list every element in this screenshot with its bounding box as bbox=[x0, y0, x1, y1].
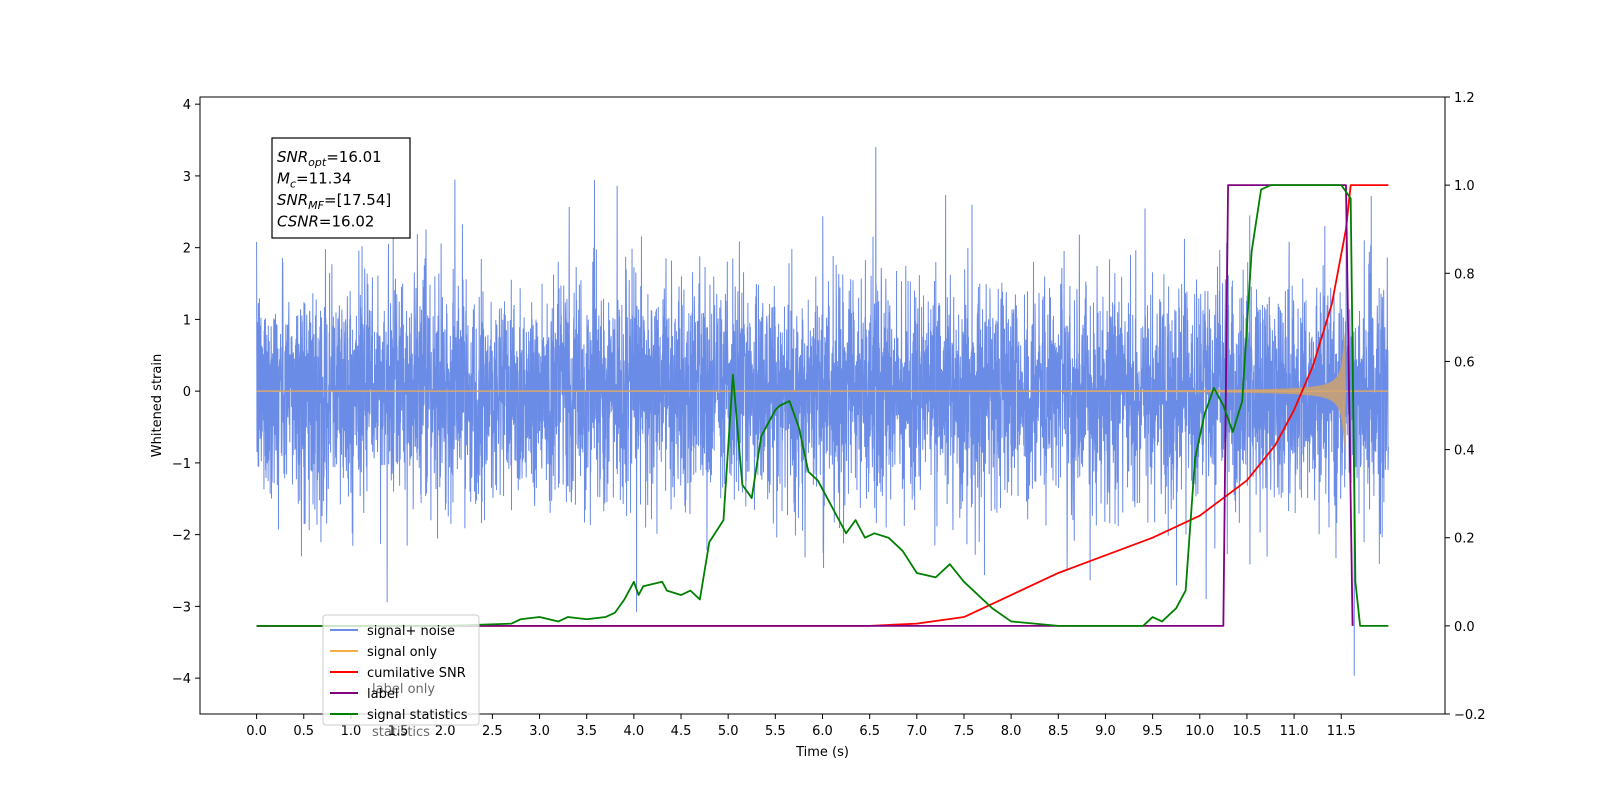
annotation-line: SNRMF=[17.54] bbox=[277, 191, 391, 212]
y-axis-right: 1.2 1.0 0.8 0.6 0.4 0.2 0.0 −0.2 bbox=[1445, 91, 1486, 723]
x-tick-label: 1.5 bbox=[388, 724, 409, 739]
x-tick-label: 8.0 bbox=[1001, 724, 1022, 739]
y2-tick-label: 0.6 bbox=[1454, 355, 1475, 370]
legend-label: label bbox=[367, 687, 398, 702]
legend-ghost-text: label only bbox=[372, 682, 435, 697]
x-tick-label: 11.5 bbox=[1327, 724, 1356, 739]
x-tick-label: 6.0 bbox=[812, 724, 833, 739]
legend-label: signal statistics bbox=[367, 708, 468, 723]
y2-tick-label: 0.2 bbox=[1454, 532, 1475, 547]
annotation-value: =[17.54] bbox=[324, 191, 391, 209]
annotation-subscript: MF bbox=[308, 199, 324, 212]
x-tick-label: 6.5 bbox=[859, 724, 880, 739]
x-tick-label: 10.0 bbox=[1185, 724, 1214, 739]
annotation-symbol: CSNR bbox=[277, 213, 319, 231]
x-tick-label: 2.5 bbox=[482, 724, 503, 739]
y-axis-title: Whitened strain bbox=[150, 354, 165, 457]
legend: label only statistics signal+ noise signal … bbox=[322, 614, 480, 740]
x-tick-label: 11.0 bbox=[1280, 724, 1309, 739]
y2-tick-label: 0.8 bbox=[1454, 267, 1475, 282]
x-axis-title: Time (s) bbox=[795, 745, 849, 760]
x-tick-label: 9.0 bbox=[1095, 724, 1116, 739]
y-tick-label: −1 bbox=[172, 457, 191, 472]
y-tick-label: −2 bbox=[172, 529, 191, 544]
annotation-value: =16.02 bbox=[319, 213, 375, 231]
series-label bbox=[256, 184, 1354, 627]
annotation-symbol: SNR bbox=[277, 148, 308, 166]
x-tick-label: 5.5 bbox=[765, 724, 786, 739]
legend-ghost-text: statistics bbox=[372, 725, 430, 740]
annotation-value: =11.34 bbox=[296, 170, 352, 188]
x-tick-label: 1.0 bbox=[341, 724, 362, 739]
x-tick-label: 4.5 bbox=[671, 724, 692, 739]
x-tick-label: 5.0 bbox=[718, 724, 739, 739]
x-tick-label: 2.0 bbox=[435, 724, 456, 739]
y-tick-label: 1 bbox=[183, 313, 191, 328]
annotation-box-border bbox=[271, 137, 411, 239]
annotation-line: Mc=11.34 bbox=[277, 170, 352, 191]
y2-tick-label: 0.0 bbox=[1454, 620, 1475, 635]
legend-label: signal+ noise bbox=[367, 624, 455, 639]
x-tick-label: 8.5 bbox=[1048, 724, 1069, 739]
x-tick-label: 3.5 bbox=[576, 724, 597, 739]
y-tick-label: 2 bbox=[183, 242, 191, 257]
series-signal-statistics bbox=[256, 184, 1389, 627]
y-tick-label: −4 bbox=[172, 672, 191, 687]
x-tick-label: 9.5 bbox=[1142, 724, 1163, 739]
legend-label: cumilative SNR bbox=[367, 666, 466, 681]
annotation-subscript: c bbox=[290, 178, 296, 191]
legend-label: signal only bbox=[367, 645, 437, 660]
snr-annotation-box: SNRopt=16.01Mc=11.34SNRMF=[17.54]CSNR=16… bbox=[271, 137, 411, 239]
y-tick-label: −3 bbox=[172, 600, 191, 615]
x-tick-label: 0.0 bbox=[246, 724, 267, 739]
y2-tick-label: 1.2 bbox=[1454, 91, 1475, 106]
annotation-symbol: SNR bbox=[277, 191, 308, 209]
y2-tick-label: 1.0 bbox=[1454, 179, 1475, 194]
plot-area bbox=[256, 146, 1389, 676]
series-cumilative-snr bbox=[256, 184, 1389, 627]
series-signal-plus-noise bbox=[256, 146, 1389, 676]
x-tick-label: 3.0 bbox=[529, 724, 550, 739]
y-tick-label: 4 bbox=[183, 98, 191, 113]
annotation-line: CSNR=16.02 bbox=[277, 213, 374, 231]
x-tick-label: 7.5 bbox=[954, 724, 975, 739]
annotation-subscript: opt bbox=[308, 156, 327, 169]
y-tick-label: 0 bbox=[183, 385, 191, 400]
annotation-line: SNRopt=16.01 bbox=[277, 148, 382, 169]
x-axis: 0.0 0.5 1.0 1.5 2.0 2.5 3.0 3.5 4.0 4.5 5.0 5.5 6.0 6… bbox=[246, 714, 1356, 739]
y-tick-label: 3 bbox=[183, 170, 191, 185]
y2-tick-label: 0.4 bbox=[1454, 444, 1475, 459]
y2-tick-label: −0.2 bbox=[1454, 708, 1486, 723]
annotation-symbol: M bbox=[277, 170, 290, 188]
x-tick-label: 4.0 bbox=[624, 724, 645, 739]
x-tick-label: 7.0 bbox=[906, 724, 927, 739]
x-tick-label: 10.5 bbox=[1232, 724, 1261, 739]
x-tick-label: 0.5 bbox=[293, 724, 314, 739]
legend-box bbox=[322, 614, 480, 726]
annotation-value: =16.01 bbox=[326, 148, 382, 166]
y-axis-left: 4 3 2 1 0 −1 −2 −3 −4 bbox=[172, 98, 200, 687]
